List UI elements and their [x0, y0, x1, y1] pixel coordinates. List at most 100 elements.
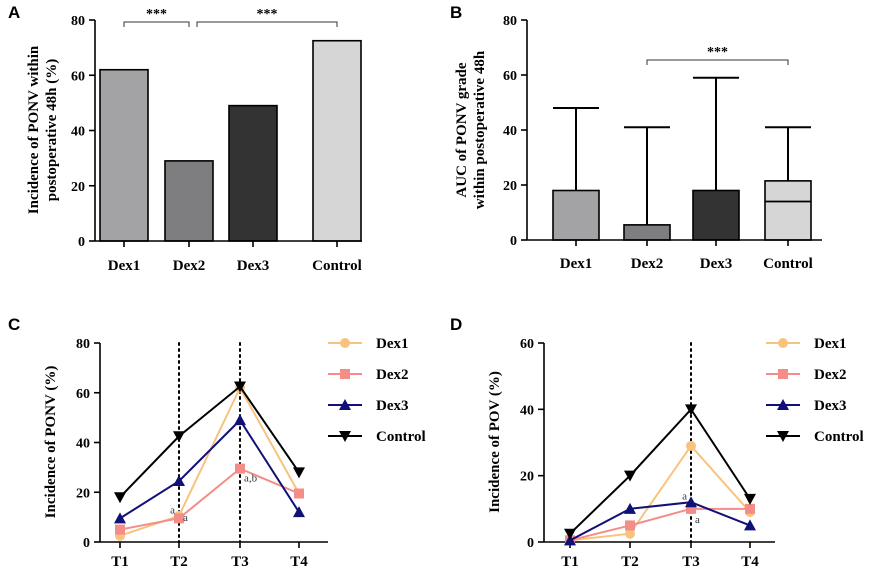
bar-dex2 [164, 160, 214, 242]
marker-square [235, 463, 245, 474]
y-axis-title-line: postoperative 48h (%) [44, 59, 60, 202]
panel-letter: B [450, 3, 462, 22]
series-dex3 [114, 414, 305, 524]
y-tick-label: 60 [71, 69, 85, 84]
y-tick-label: 40 [503, 124, 517, 139]
series-line [119, 418, 300, 520]
x-tick-label: Dex2 [631, 256, 664, 272]
marker-square [778, 369, 788, 379]
y-tick-label: 0 [78, 235, 85, 250]
marker-circle [686, 440, 696, 451]
y-axis-title-line: Incidence of PONV within [26, 45, 42, 214]
marker-triangle-up [685, 496, 697, 508]
panel-A: A Incidence of PONV within postoperative 4… [8, 3, 362, 274]
significance-annotation: a [682, 491, 687, 503]
legend-label: Dex2 [376, 367, 409, 383]
y-tick-label: 80 [71, 14, 85, 29]
y-axis-title-line: Incidence of PONV (%) [43, 366, 59, 519]
marker-square [625, 520, 635, 531]
marker-triangle-up [234, 414, 246, 426]
marker-triangle-up [339, 399, 351, 410]
x-tick-label: T1 [561, 554, 579, 570]
marker-circle [625, 528, 635, 539]
y-tick-label: 0 [527, 536, 534, 551]
panel-C: C Incidence of PONV (%) 0 20 40 60 80 T1 T2 T3 T4 a… [8, 315, 426, 570]
series-dex1 [115, 382, 304, 541]
series-dex2 [115, 463, 304, 535]
series-line [569, 444, 751, 542]
marker-triangle-down [564, 528, 576, 540]
marker-square [745, 503, 755, 514]
x-tick-label: T4 [741, 554, 759, 570]
x-tick-label: T3 [231, 554, 249, 570]
y-axis-title-line: Incidence of POV (%) [487, 371, 503, 513]
marker-triangle-up [293, 506, 305, 518]
significance-bracket [646, 59, 789, 65]
y-axis-title: Incidence of PONV (%) [43, 366, 59, 519]
marker-triangle-down [685, 404, 697, 416]
bar-dex2 [623, 224, 671, 241]
x-tick-label: Dex1 [108, 258, 141, 274]
series-line [119, 385, 300, 498]
series-line [569, 407, 751, 535]
marker-triangle-up [777, 399, 789, 410]
series-line [569, 507, 750, 542]
significance-label: *** [146, 7, 167, 22]
y-axis-title-line: AUC of PONV grade [454, 62, 470, 197]
legend-label: Dex1 [814, 336, 847, 352]
series-dex3 [564, 496, 756, 546]
x-tick-label: Control [312, 258, 362, 274]
legend-label: Dex3 [814, 398, 847, 414]
marker-triangle-up [173, 475, 185, 487]
x-tick-label: Dex3 [237, 258, 270, 274]
panel-D: D Incidence of POV (%) 0 20 40 60 T1 T2 T3 T4 aa De… [450, 315, 864, 570]
bar-dex3 [228, 104, 278, 242]
y-tick-label: 20 [503, 179, 517, 194]
legend-label: Dex3 [376, 398, 409, 414]
x-tick-label: T1 [111, 554, 129, 570]
y-tick-label: 0 [83, 536, 90, 551]
x-tick-label: T4 [290, 554, 308, 570]
x-tick-label: T2 [621, 554, 639, 570]
panel-B: B AUC of PONV grade within postoperative 4… [450, 3, 822, 272]
marker-triangle-down [339, 431, 351, 442]
marker-triangle-down [293, 467, 305, 479]
series-control [564, 404, 756, 540]
bar-dex1 [99, 68, 149, 242]
bar-control [312, 39, 362, 242]
marker-square [174, 513, 184, 524]
x-tick-label: T3 [682, 554, 700, 570]
marker-triangle-up [114, 512, 126, 524]
series-dex1 [565, 440, 755, 546]
bar-control [764, 180, 812, 241]
legend-label: Control [814, 429, 864, 445]
y-tick-label: 40 [71, 125, 85, 140]
y-axis-title: Incidence of POV (%) [487, 371, 503, 513]
y-tick-label: 0 [510, 234, 517, 249]
y-tick-label: 80 [503, 14, 517, 29]
legend: Dex1 Dex2 Dex3 Control [766, 336, 864, 445]
legend-label: Dex1 [376, 336, 409, 352]
marker-circle [778, 338, 788, 348]
series-line [119, 385, 300, 537]
x-tick-label: Control [763, 256, 813, 272]
x-tick-label: Dex2 [173, 258, 206, 274]
marker-triangle-up [564, 534, 576, 546]
series-line [119, 467, 300, 531]
panel-letter: A [8, 3, 20, 22]
marker-triangle-up [744, 519, 756, 531]
panel-letter: C [8, 315, 20, 334]
legend-label: Control [376, 429, 426, 445]
x-tick-label: T2 [170, 554, 188, 570]
y-tick-label: 60 [503, 69, 517, 84]
significance-bracket [123, 21, 190, 27]
series-control [114, 381, 305, 504]
y-tick-label: 80 [76, 337, 90, 352]
y-tick-label: 60 [520, 337, 534, 352]
x-tick-label: Dex1 [560, 256, 593, 272]
marker-triangle-down [234, 381, 246, 393]
significance-annotation: a [183, 512, 188, 524]
marker-square [115, 524, 125, 535]
